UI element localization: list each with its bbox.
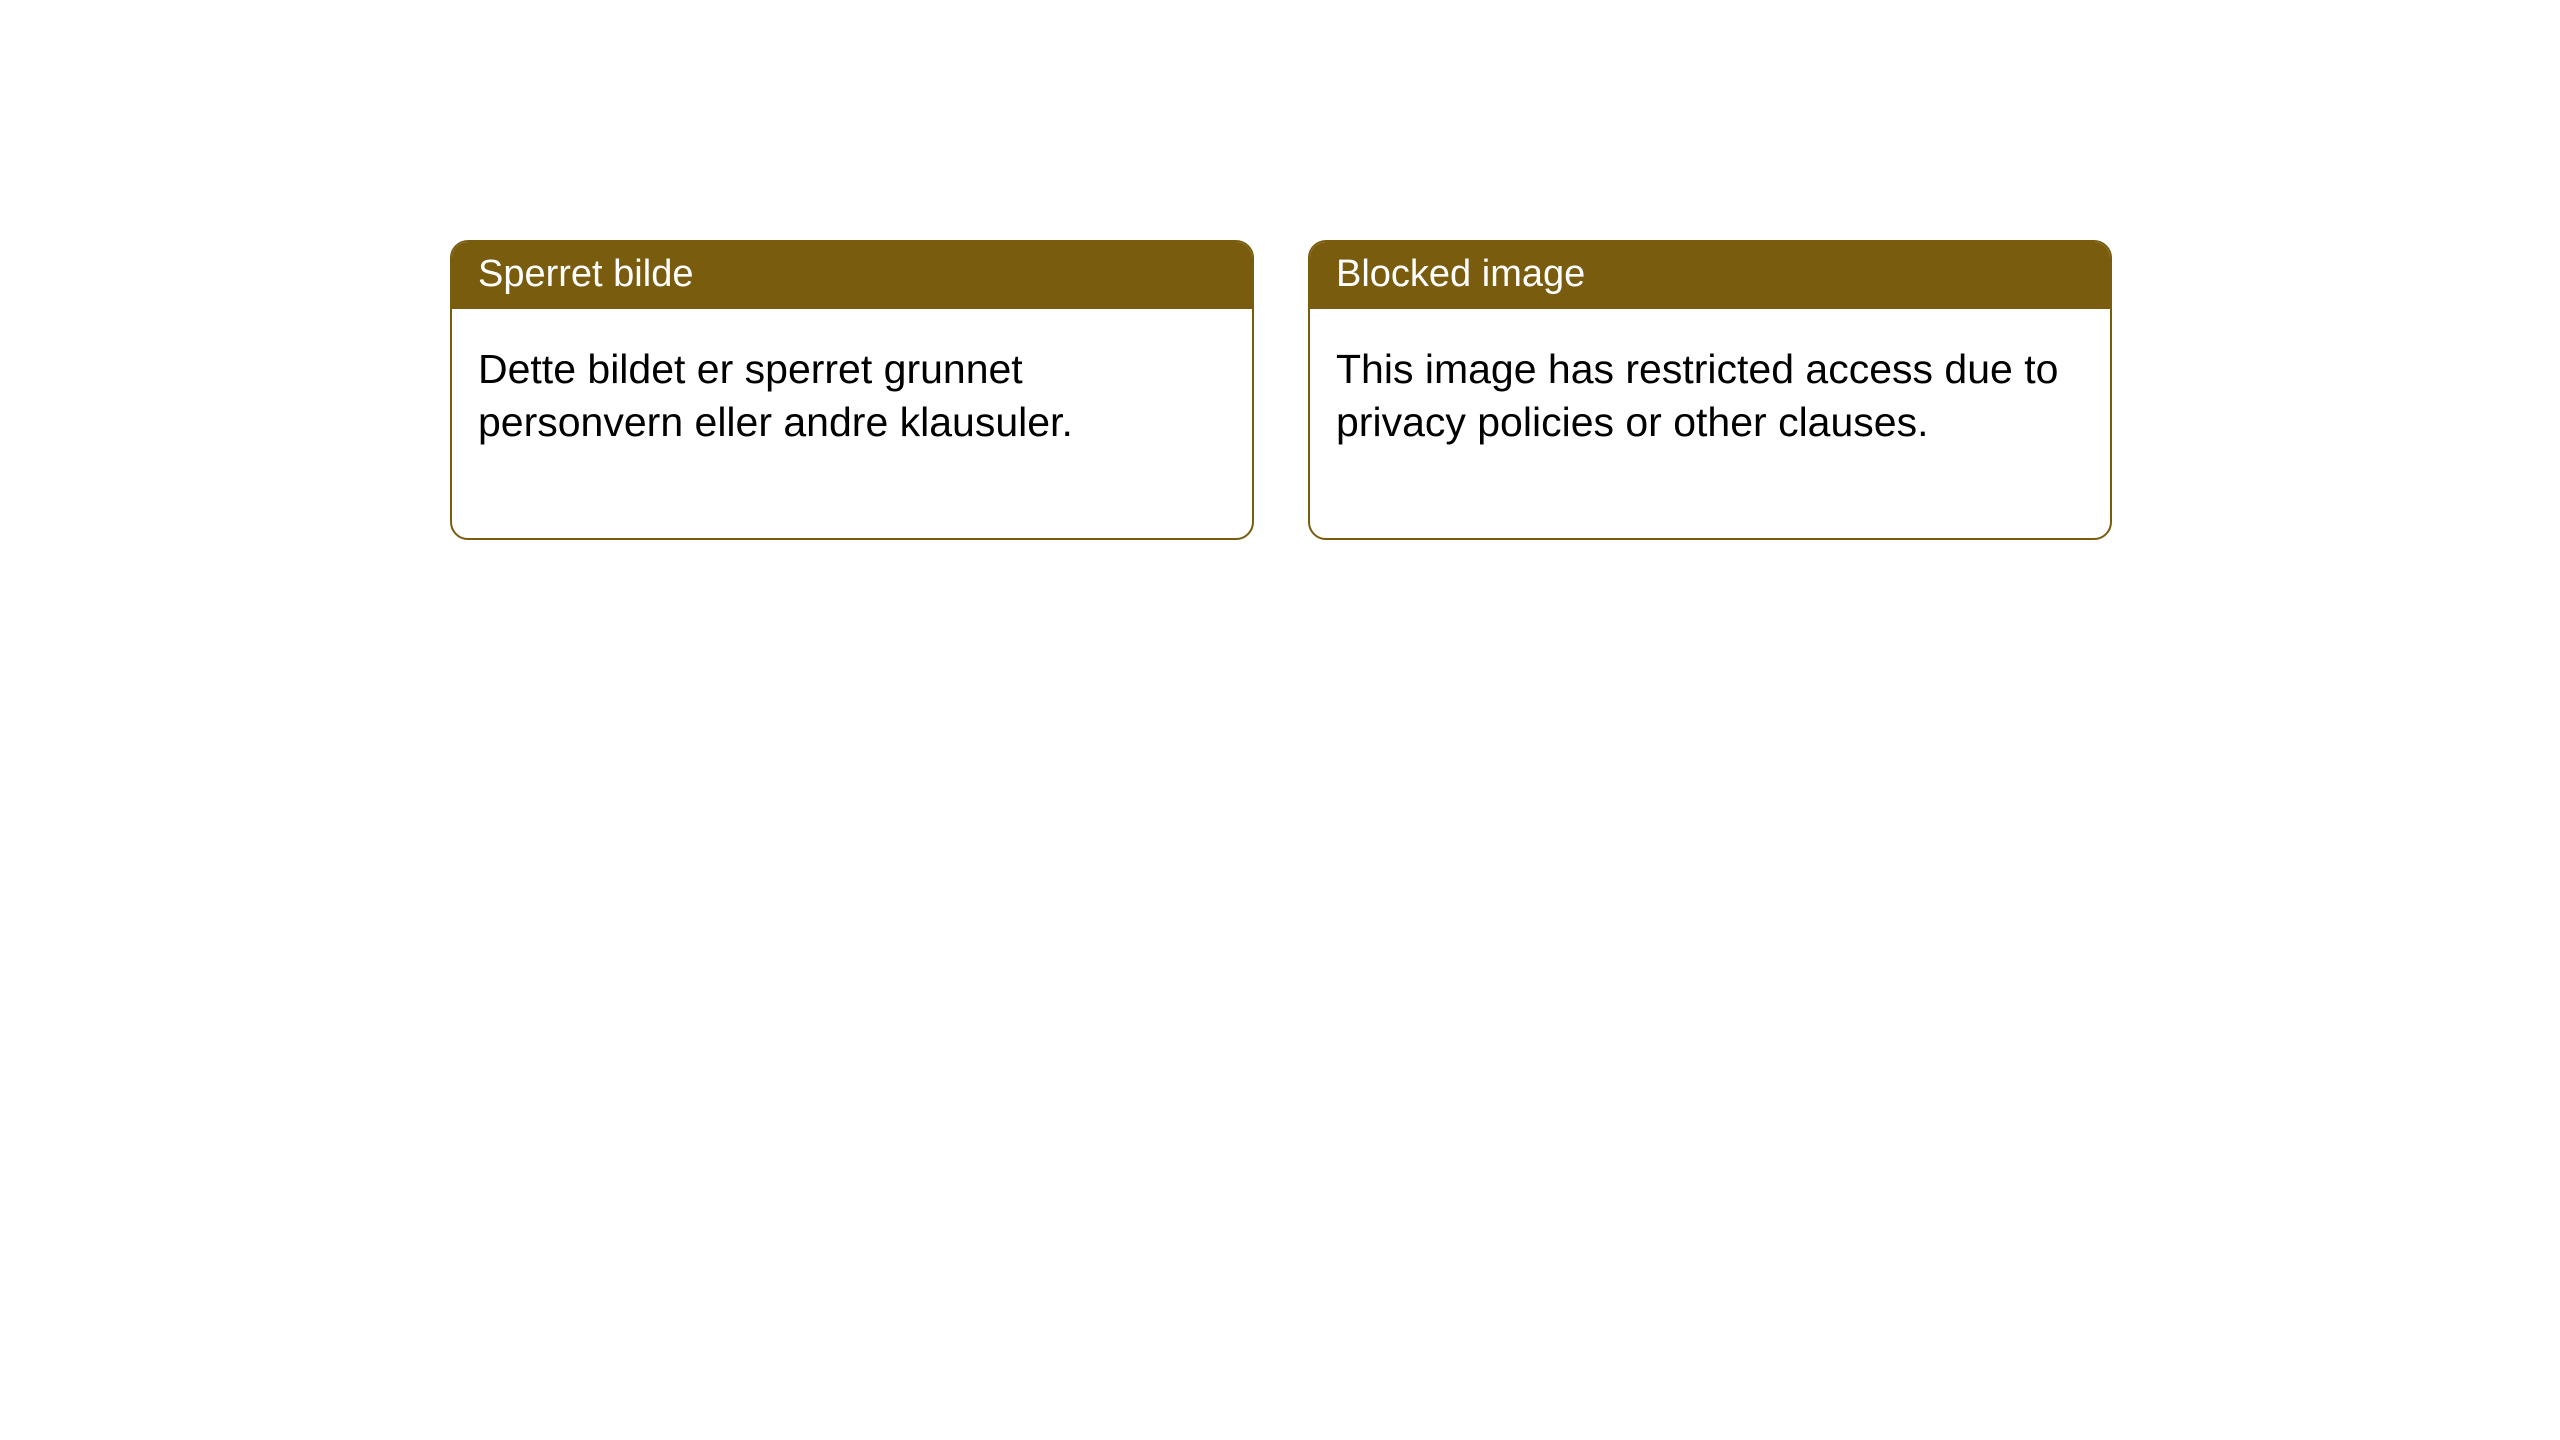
notice-title: Sperret bilde xyxy=(478,253,693,295)
notice-header: Sperret bilde xyxy=(452,242,1252,309)
notice-body-text: Dette bildet er sperret grunnet personve… xyxy=(478,346,1073,444)
notice-body-text: This image has restricted access due to … xyxy=(1336,346,2058,444)
notice-body: Dette bildet er sperret grunnet personve… xyxy=(452,309,1252,538)
notice-container: Sperret bilde Dette bildet er sperret gr… xyxy=(0,0,2560,540)
notice-title: Blocked image xyxy=(1336,253,1585,295)
notice-body: This image has restricted access due to … xyxy=(1310,309,2110,538)
notice-card-english: Blocked image This image has restricted … xyxy=(1308,240,2112,540)
notice-header: Blocked image xyxy=(1310,242,2110,309)
notice-card-norwegian: Sperret bilde Dette bildet er sperret gr… xyxy=(450,240,1254,540)
